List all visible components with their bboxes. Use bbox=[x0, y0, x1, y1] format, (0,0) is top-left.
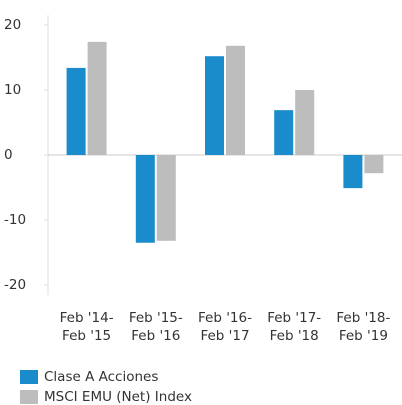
legend-label: MSCI EMU (Net) Index bbox=[44, 389, 192, 405]
x-tick-label: Feb '18 bbox=[270, 328, 319, 344]
y-tick-label: -10 bbox=[4, 212, 26, 228]
bar bbox=[87, 41, 107, 155]
x-tick-label: Feb '18- bbox=[336, 310, 390, 326]
y-tick-label: 0 bbox=[4, 147, 13, 163]
x-tick-label: Feb '16- bbox=[198, 310, 252, 326]
x-tick-label: Feb '14- bbox=[60, 310, 114, 326]
bar bbox=[226, 45, 245, 155]
x-tick-label: Feb '17 bbox=[200, 328, 249, 344]
bar bbox=[66, 67, 86, 155]
x-tick-label: Feb '17- bbox=[267, 310, 321, 326]
y-tick-label: -20 bbox=[4, 277, 26, 293]
x-tick-label: Feb '15- bbox=[129, 310, 183, 326]
x-tick-label: Feb '19 bbox=[339, 328, 388, 344]
y-tick-label: 10 bbox=[4, 82, 21, 98]
x-tick-label: Feb '15 bbox=[62, 328, 111, 344]
bar bbox=[295, 90, 315, 155]
bar bbox=[274, 110, 294, 155]
bar bbox=[156, 155, 176, 241]
legend-swatch bbox=[20, 390, 38, 404]
x-tick-label: Feb '16 bbox=[131, 328, 180, 344]
bar bbox=[364, 155, 384, 174]
bar bbox=[135, 155, 155, 243]
legend-swatch bbox=[20, 370, 38, 384]
bar bbox=[343, 155, 363, 189]
y-tick-label: 20 bbox=[4, 17, 21, 33]
bar bbox=[205, 56, 224, 156]
legend-label: Clase A Acciones bbox=[44, 369, 158, 385]
